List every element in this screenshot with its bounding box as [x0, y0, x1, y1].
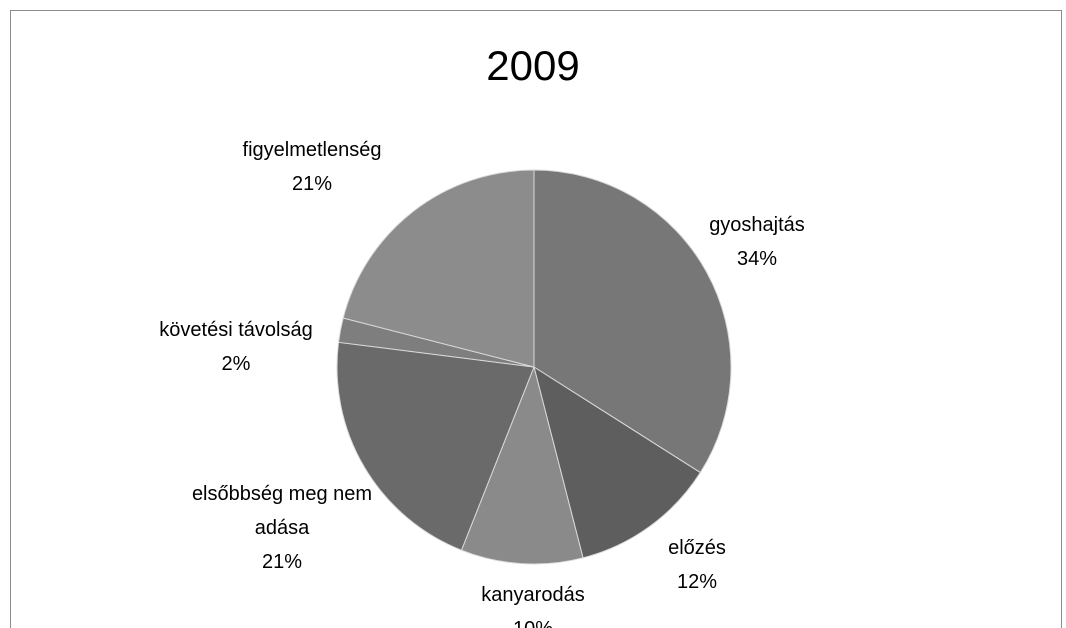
slice-label: figyelmetlenség 21%	[182, 133, 442, 201]
percent-label: 34%	[736, 248, 778, 270]
pie-slice	[533, 365, 702, 559]
chart-title: 2009	[486, 42, 580, 89]
category-name: előzés	[668, 537, 726, 559]
slice-label: gyoshajtás 34%	[627, 208, 887, 276]
pie-slice	[460, 365, 584, 565]
percent-label: 2%	[221, 353, 251, 375]
chart-frame	[10, 10, 1062, 628]
slice-label: elsőbbség meg nem adása 21%	[187, 477, 377, 579]
category-name: figyelmetlenség	[242, 139, 382, 161]
percent-label: 12%	[676, 571, 718, 593]
slice-label: kanyarodás 10%	[403, 578, 663, 628]
category-name: kanyarodás	[481, 584, 585, 606]
percent-label: 10%	[403, 612, 663, 628]
slice-label: követési távolság 2%	[106, 313, 366, 381]
pie-slice	[342, 169, 535, 368]
percent-label: 21%	[261, 551, 303, 573]
pie-slice	[336, 341, 535, 551]
category-name: gyoshajtás	[709, 214, 805, 236]
pie-slice	[533, 169, 732, 474]
percent-label: 21%	[291, 173, 333, 195]
category-name: elsőbbség meg nem adása	[191, 483, 373, 539]
slice-label: előzés 12%	[567, 531, 827, 599]
category-name: követési távolság	[159, 319, 313, 341]
